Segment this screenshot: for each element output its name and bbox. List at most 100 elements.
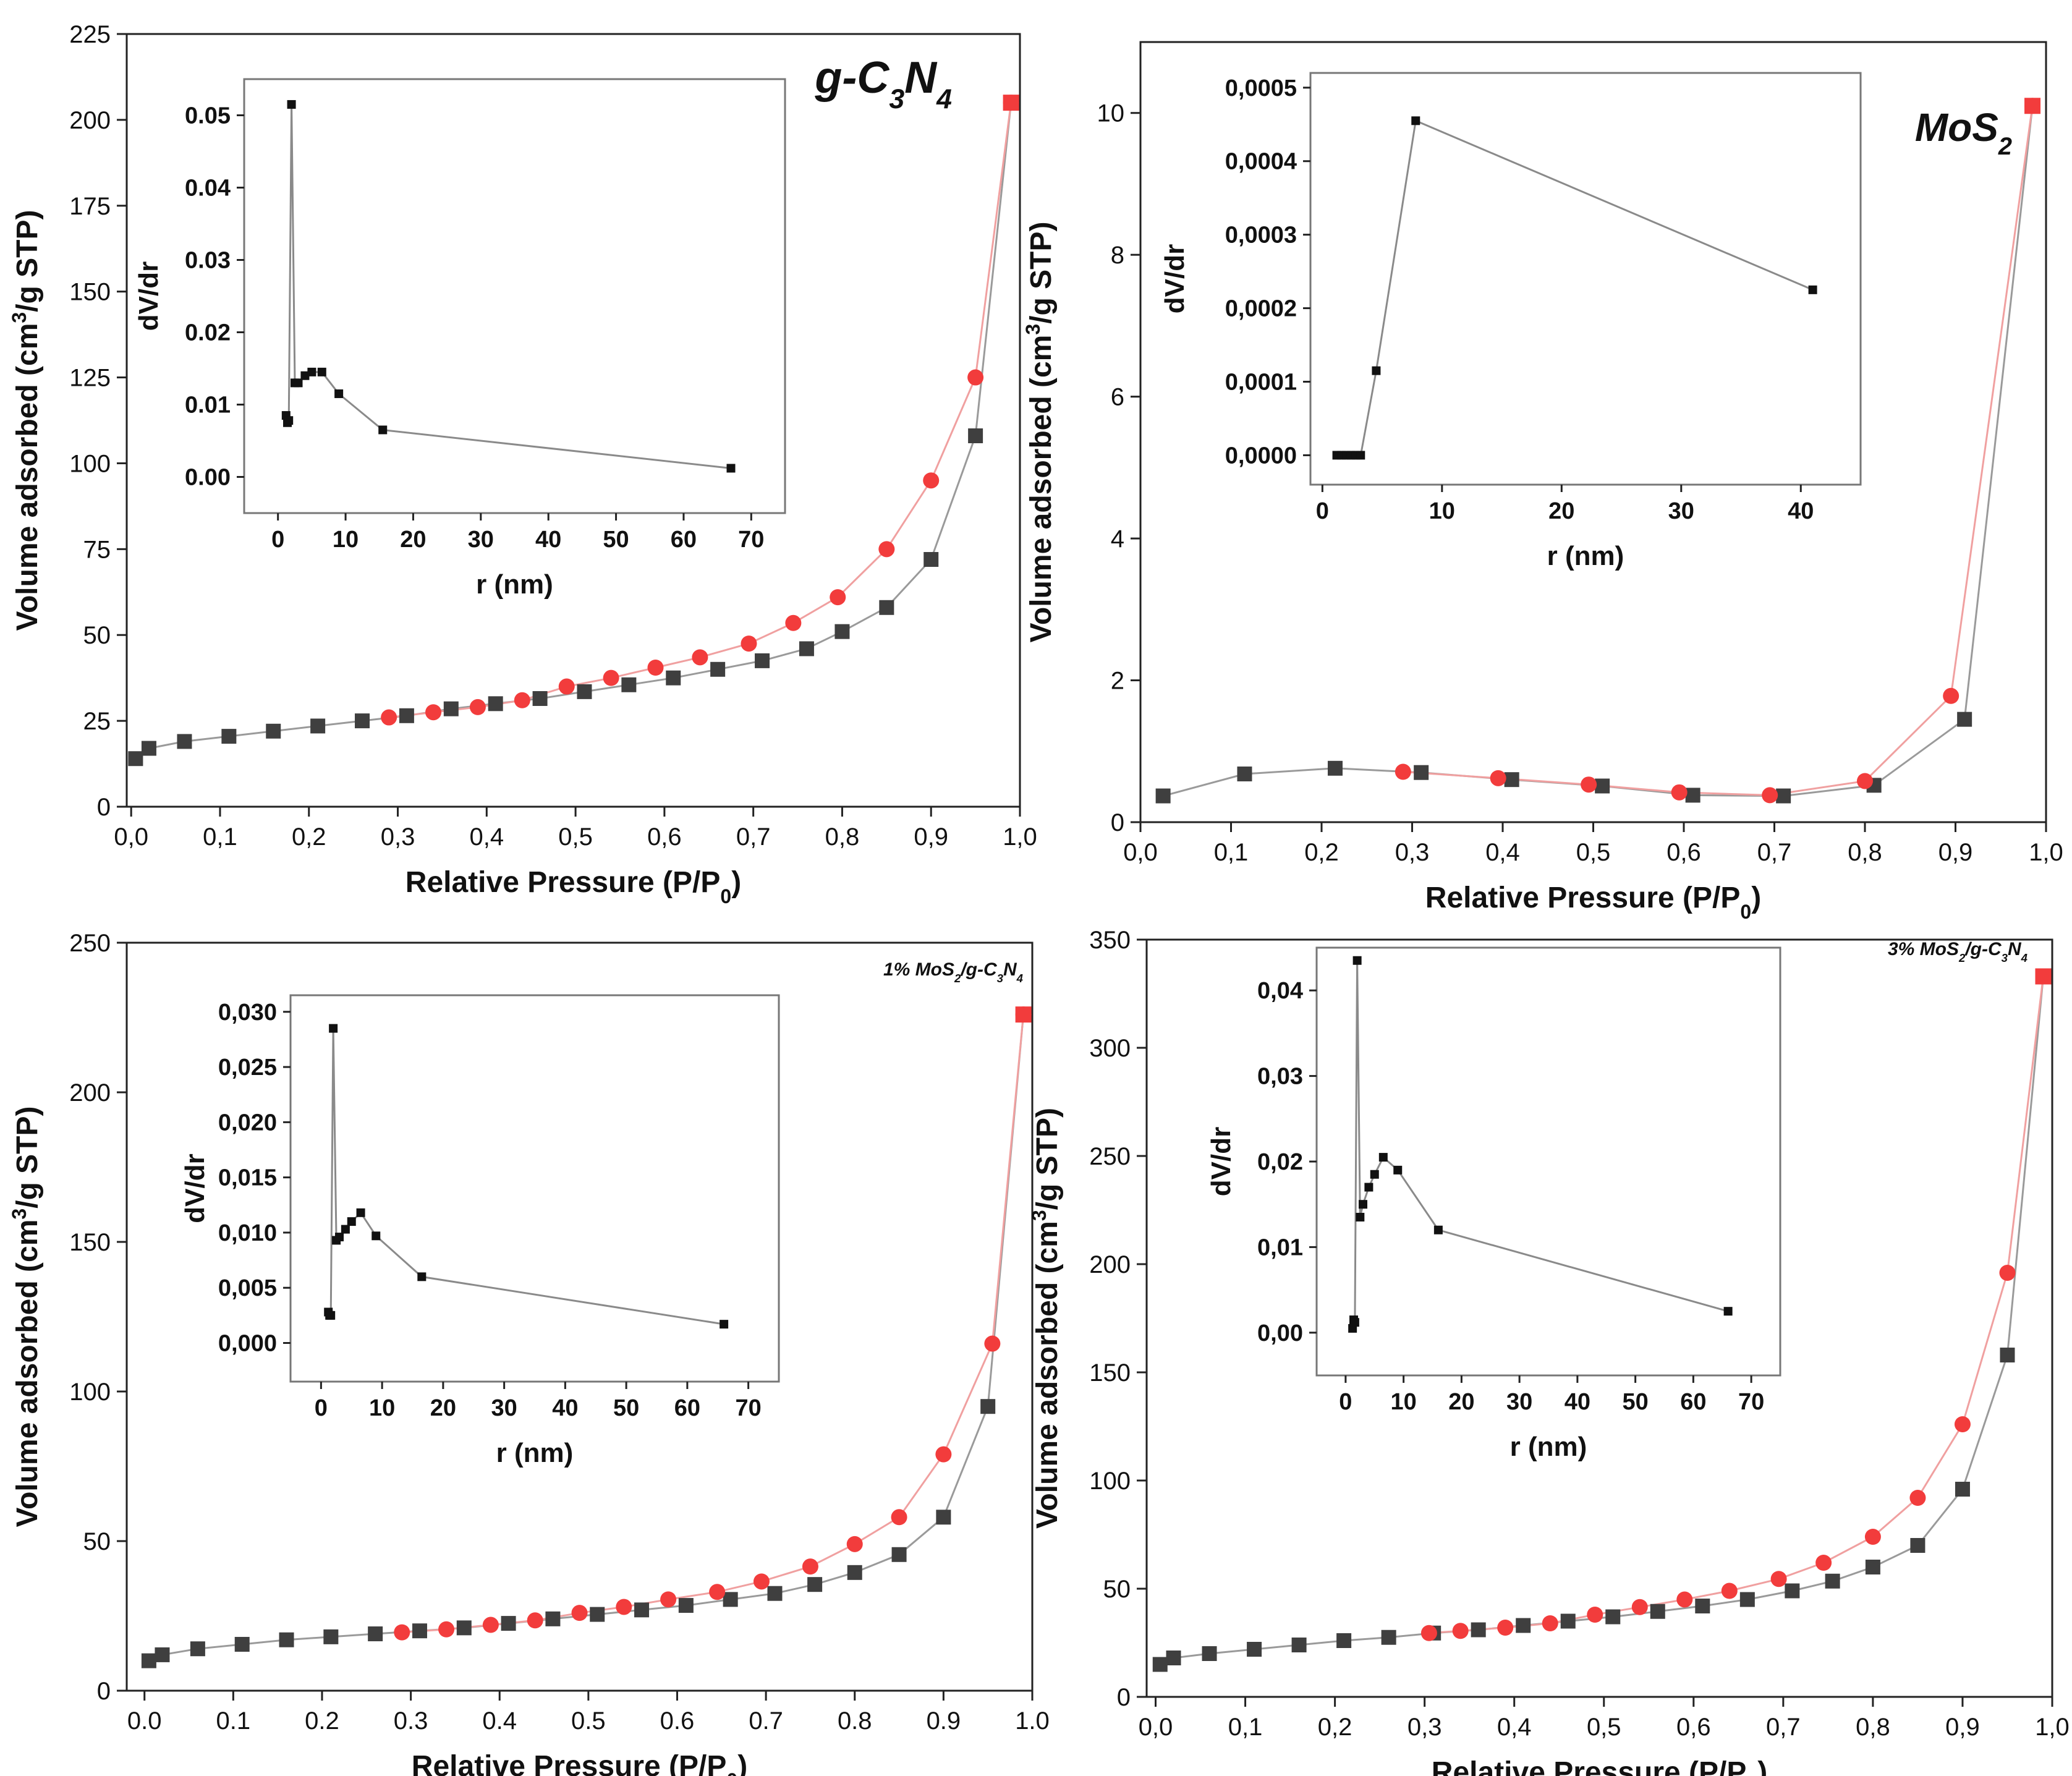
inset-x-tick-label: 20 [400, 527, 426, 553]
inset-x-tick-label: 40 [535, 527, 561, 553]
y-tick-label: 300 [1089, 1035, 1131, 1062]
y-axis-title-sup: 3 [8, 312, 30, 323]
inset-point [1370, 1170, 1379, 1179]
x-tick-label: 0,5 [558, 823, 593, 851]
x-tick-label: 0.9 [927, 1707, 961, 1735]
sample-title-part: N [904, 53, 938, 103]
x-tick-label: 1,0 [2029, 839, 2063, 866]
sample-title-sub: 2 [1958, 951, 1966, 964]
point-final-overlap [2035, 968, 2052, 985]
point-desorption [984, 1335, 1001, 1352]
x-tick-label: 0,3 [381, 823, 415, 851]
inset-y-tick-label: 0,000 [218, 1331, 277, 1357]
point-adsorption [221, 729, 237, 744]
inset-y-tick-label: 0,025 [218, 1055, 277, 1081]
inset-x-tick-label: 30 [468, 527, 494, 553]
x-tick-label: 0.0 [127, 1707, 162, 1735]
y-axis-title: Volume adsorbed (cm3/g STP) [8, 1106, 44, 1527]
inset-x-axis-title: r (nm) [496, 1438, 574, 1468]
y-tick-label: 200 [1089, 1251, 1131, 1278]
y-tick-label: 225 [69, 21, 111, 48]
point-adsorption [968, 428, 983, 443]
y-tick-label: 100 [69, 450, 111, 477]
point-desorption [1542, 1615, 1558, 1631]
x-axis-title-main: Relative Pressure (P/P [1425, 882, 1741, 914]
inset-x-tick-label: 70 [738, 527, 764, 553]
y-axis-title-end: /g STP) [11, 210, 44, 312]
inset-x-tick-label: 20 [430, 1395, 456, 1421]
point-adsorption [577, 684, 592, 699]
point-desorption [616, 1599, 632, 1615]
x-axis-title-main: Relative Pressure (P/P [405, 866, 721, 899]
inset-point [1411, 116, 1420, 125]
point-final-overlap [1015, 1006, 1032, 1023]
x-tick-label: 0,4 [1497, 1714, 1532, 1741]
point-adsorption [279, 1632, 294, 1647]
sample-title: 3% MoS2/g-C3N4 [1888, 939, 2028, 964]
point-desorption [660, 1591, 677, 1608]
point-desorption [692, 649, 708, 666]
point-adsorption [1560, 1613, 1576, 1629]
x-axis-title: Relative Pressure (P/P0) [412, 1750, 747, 1776]
point-adsorption [1955, 1482, 1970, 1497]
x-tick-label: 0,8 [1848, 839, 1882, 866]
inset-point [378, 425, 388, 435]
point-desorption [1581, 776, 1597, 793]
point-desorption [891, 1509, 907, 1526]
y-tick-label: 2 [1111, 668, 1124, 695]
point-adsorption [666, 670, 681, 686]
inset-x-tick-label: 20 [1548, 498, 1574, 524]
x-axis-title-main: Relative Pressure (P/P [1432, 1756, 1747, 1776]
inset-y-tick-label: 0,03 [1257, 1064, 1303, 1090]
inset-y-tick-label: 0,0005 [1225, 75, 1297, 101]
x-tick-label: 0.1 [216, 1707, 251, 1735]
point-adsorption [755, 653, 770, 668]
x-tick-label: 0,5 [1587, 1714, 1621, 1741]
point-desorption [1770, 1571, 1787, 1587]
x-tick-label: 0.7 [749, 1707, 783, 1735]
inset-point [1808, 285, 1817, 294]
point-desorption [394, 1624, 410, 1641]
x-axis-title-end: ) [1751, 882, 1761, 914]
point-adsorption [412, 1623, 427, 1639]
inset-x-tick-label: 60 [1680, 1389, 1706, 1415]
point-desorption [425, 704, 442, 721]
inset-point [347, 1217, 356, 1226]
x-tick-label: 0,5 [1576, 839, 1611, 866]
point-adsorption [1291, 1638, 1307, 1652]
point-desorption [785, 614, 802, 631]
point-desorption [1943, 687, 1959, 704]
inset-x-tick-label: 50 [1622, 1389, 1648, 1415]
point-adsorption [1414, 765, 1429, 780]
inset-point [300, 371, 310, 380]
inset-point [294, 378, 303, 388]
sample-title-sub: 3 [889, 84, 904, 114]
point-desorption [514, 692, 530, 708]
inset-y-tick-label: 0,0003 [1225, 223, 1297, 249]
x-tick-label: 0.8 [838, 1707, 872, 1735]
point-adsorption [799, 641, 814, 656]
x-tick-label: 0,6 [647, 823, 682, 851]
point-desorption [603, 669, 619, 686]
x-tick-label: 0,8 [1856, 1714, 1890, 1741]
point-adsorption [266, 723, 281, 739]
point-adsorption [847, 1565, 862, 1580]
inset-point [726, 464, 736, 473]
point-desorption [558, 678, 575, 695]
x-tick-label: 0,3 [1408, 1714, 1442, 1741]
inset-top-right: 0 10 20 30 40 0,0000 0,0001 0,0002 0,0003 0,0004 0… [1160, 72, 1862, 571]
point-adsorption [1336, 1633, 1352, 1648]
y-tick-label: 350 [1089, 927, 1131, 954]
point-desorption [438, 1621, 455, 1638]
inset-x-tick-label: 30 [491, 1395, 517, 1421]
point-adsorption [443, 701, 459, 716]
sample-title-part: 1% MoS [883, 959, 954, 980]
x-tick-label: 0.2 [305, 1707, 339, 1735]
y-axis-title-main: Volume adsorbed (cm [11, 323, 44, 631]
inset-y-axis-title: dV/dr [1160, 244, 1190, 313]
inset-x-axis-title: r (nm) [1547, 541, 1624, 571]
inset-x-tick-label: 50 [603, 527, 629, 553]
point-adsorption [1605, 1609, 1621, 1625]
x-tick-label: 0,4 [1485, 839, 1520, 866]
